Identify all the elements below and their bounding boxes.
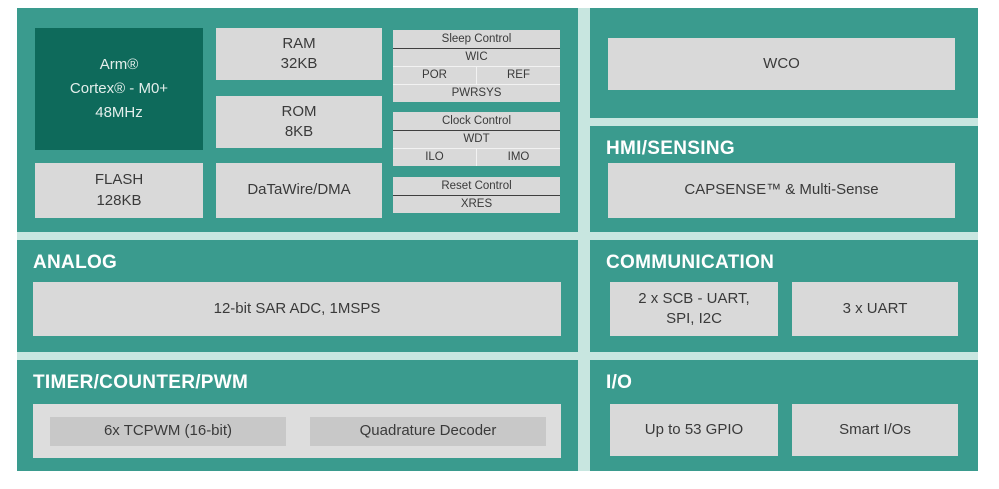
tcpwm-block: 6x TCPWM (16-bit): [50, 417, 286, 446]
capsense-label: CAPSENSE™ & Multi-Sense: [684, 181, 879, 199]
panel-analog: ANALOG 12-bit SAR ADC, 1MSPS: [17, 240, 578, 352]
por-cell: POR: [393, 67, 477, 84]
hmi-sensing-heading: HMI/SENSING: [606, 138, 735, 159]
scb-block: 2 x SCB - UART, SPI, I2C: [610, 282, 778, 336]
tcpwm-label: 6x TCPWM (16-bit): [103, 422, 233, 440]
clock-control-title: Clock Control: [393, 112, 560, 131]
smart-io-block: Smart I/Os: [792, 404, 958, 456]
por-ref-row: POR REF: [393, 66, 560, 84]
wco-block: WCO: [608, 38, 955, 90]
clock-control-block: Clock Control WDT ILO IMO: [393, 112, 560, 166]
xres-cell: XRES: [460, 198, 493, 210]
sar-adc-label: 12-bit SAR ADC, 1MSPS: [213, 299, 381, 317]
cpu-core-label: Arm® Cortex® - M0+ 48MHz: [69, 56, 169, 121]
imo-cell: IMO: [507, 151, 530, 163]
panel-io: I/O Up to 53 GPIO Smart I/Os: [590, 360, 978, 471]
rom-label: ROM 8KB: [281, 102, 317, 140]
panel-communication: COMMUNICATION 2 x SCB - UART, SPI, I2C 3…: [590, 240, 978, 352]
rom-block: ROM 8KB: [216, 96, 382, 148]
wic-cell: WIC: [465, 51, 488, 63]
reset-control-block: Reset Control XRES: [393, 177, 560, 213]
analog-heading: ANALOG: [33, 252, 118, 273]
ilo-imo-row: ILO IMO: [393, 148, 560, 166]
uart-block: 3 x UART: [792, 282, 958, 336]
gpio-block: Up to 53 GPIO: [610, 404, 778, 456]
wdt-cell: WDT: [463, 133, 490, 145]
flash-block: FLASH 128KB: [35, 163, 203, 218]
tcpwm-group-box: 6x TCPWM (16-bit) Quadrature Decoder: [33, 404, 561, 458]
datawire-dma-block: DaTaWire/DMA: [216, 163, 382, 218]
ram-block: RAM 32KB: [216, 28, 382, 80]
panel-timer-counter-pwm: TIMER/COUNTER/PWM 6x TCPWM (16-bit) Quad…: [17, 360, 578, 471]
scb-label: 2 x SCB - UART, SPI, I2C: [638, 289, 750, 327]
gpio-label: Up to 53 GPIO: [644, 420, 744, 438]
panel-wco: WCO: [590, 8, 978, 118]
cpu-core-block: Arm® Cortex® - M0+ 48MHz: [35, 28, 203, 150]
wco-label: WCO: [763, 54, 800, 72]
quadrature-decoder-block: Quadrature Decoder: [310, 417, 546, 446]
sleep-control-title: Sleep Control: [393, 30, 560, 49]
ilo-cell: ILO: [393, 149, 477, 166]
communication-heading: COMMUNICATION: [606, 252, 775, 273]
uart-label: 3 x UART: [842, 299, 908, 317]
panel-cpu-subsystem: Arm® Cortex® - M0+ 48MHz RAM 32KB ROM 8K…: [17, 8, 578, 232]
io-heading: I/O: [606, 372, 633, 393]
ram-label: RAM 32KB: [280, 34, 318, 72]
quadrature-decoder-label: Quadrature Decoder: [359, 422, 497, 440]
ref-cell: REF: [507, 69, 530, 81]
sar-adc-block: 12-bit SAR ADC, 1MSPS: [33, 282, 561, 336]
panel-hmi-sensing: HMI/SENSING CAPSENSE™ & Multi-Sense: [590, 126, 978, 232]
smart-io-label: Smart I/Os: [839, 420, 911, 438]
timer-counter-pwm-heading: TIMER/COUNTER/PWM: [33, 372, 249, 393]
datawire-dma-label: DaTaWire/DMA: [247, 181, 351, 199]
pwrsys-cell: PWRSYS: [393, 84, 560, 102]
flash-label: FLASH 128KB: [94, 171, 144, 209]
sleep-control-block: Sleep Control WIC POR REF PWRSYS: [393, 30, 560, 102]
capsense-block: CAPSENSE™ & Multi-Sense: [608, 163, 955, 218]
reset-control-title: Reset Control: [393, 177, 560, 196]
